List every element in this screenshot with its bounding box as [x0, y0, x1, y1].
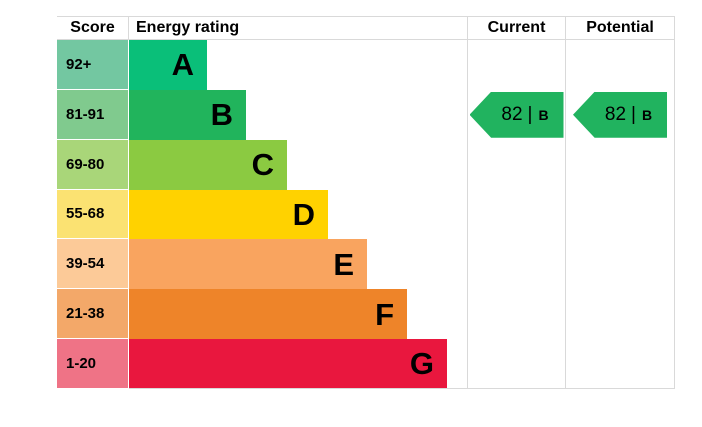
potential-rating-arrow: 82 | B [573, 91, 667, 138]
current-rating-separator: | [527, 103, 533, 125]
potential-cell-e [565, 239, 675, 290]
score-range-cell-a: 92+ [57, 40, 129, 90]
potential-rating-value: 82 [604, 103, 627, 125]
score-range-cell-e: 39-54 [57, 239, 129, 290]
band-letter-a: A [171, 47, 194, 83]
rating-bar-cell-a: A [129, 40, 467, 90]
band-letter-f: F [375, 296, 394, 332]
rating-bar-cell-c: C [129, 139, 467, 190]
band-letter-g: G [409, 346, 434, 382]
current-cell-e [467, 239, 565, 290]
score-column-header: Score [57, 16, 129, 40]
current-rating-arrow: 82 | B [469, 91, 564, 138]
current-rating-value: 82 [501, 103, 523, 125]
score-range-cell-c: 69-80 [57, 139, 129, 190]
current-cell-a [467, 40, 565, 90]
current-column-header: Current [467, 16, 565, 40]
current-cell-b: 82 | B [467, 89, 565, 140]
band-letter-b: B [210, 97, 233, 133]
score-range-cell-d: 55-68 [57, 189, 129, 240]
rating-bar-e: E [129, 239, 367, 290]
potential-cell-a [565, 40, 675, 90]
band-letter-d: D [292, 196, 315, 232]
rating-bar-cell-b: B [129, 89, 467, 140]
rating-bar-cell-g: G [129, 339, 467, 389]
rating-bar-b: B [129, 89, 246, 140]
current-cell-g [467, 339, 565, 389]
potential-column-header: Potential [565, 16, 675, 40]
current-cell-c [467, 139, 565, 190]
potential-rating-letter: B [641, 106, 653, 123]
energy-rating-column-header: Energy rating [129, 16, 467, 40]
potential-cell-g [565, 339, 675, 389]
rating-bar-cell-e: E [129, 239, 467, 290]
current-cell-f [467, 289, 565, 340]
potential-rating-separator: | [631, 103, 636, 125]
band-letter-c: C [251, 147, 274, 183]
potential-cell-f [565, 289, 675, 340]
score-range-cell-g: 1-20 [57, 339, 129, 389]
potential-cell-d [565, 189, 675, 240]
rating-bar-cell-d: D [129, 189, 467, 240]
score-range-cell-b: 81-91 [57, 89, 129, 140]
band-letter-e: E [333, 246, 354, 282]
current-rating-letter: B [538, 106, 549, 123]
rating-bar-cell-f: F [129, 289, 467, 340]
rating-bar-f: F [129, 289, 407, 340]
rating-bar-a: A [129, 40, 207, 90]
score-range-cell-f: 21-38 [57, 289, 129, 340]
rating-bar-c: C [129, 139, 287, 190]
rating-bar-g: G [129, 339, 447, 388]
epc-rating-table: Score Energy rating Current Potential 92… [57, 16, 675, 389]
potential-cell-c [565, 139, 675, 190]
current-cell-d [467, 189, 565, 240]
rating-bar-d: D [129, 189, 328, 240]
potential-cell-b: 82 | B [565, 89, 675, 140]
